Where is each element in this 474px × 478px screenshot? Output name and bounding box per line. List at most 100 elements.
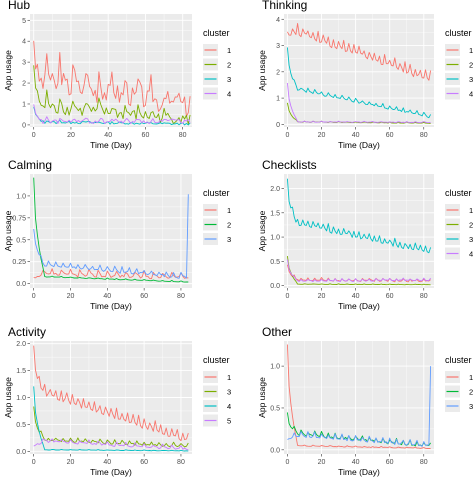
x-tick-label: 40 <box>103 293 111 300</box>
x-axis-label: Time (Day) <box>338 467 380 477</box>
y-tick-label: 0 <box>22 122 26 129</box>
series-line-2 <box>33 65 191 125</box>
panel-title: Calming <box>8 158 52 172</box>
x-tick-label: 80 <box>420 459 428 466</box>
y-tick-label: 1 <box>22 101 26 108</box>
panel-title: Other <box>262 325 292 339</box>
panel-title: Hub <box>8 0 30 12</box>
x-tick-label: 60 <box>386 132 394 139</box>
x-tick-label: 80 <box>177 459 185 466</box>
legend-label-3: 3 <box>227 235 231 244</box>
y-axis-label: App usage <box>257 50 267 91</box>
panel-checklists: Checklists 0 20 40 60 80 0.0 0.5 1.0 1.5 2.0 Time (… <box>257 158 473 311</box>
legend-label-1: 1 <box>227 373 231 382</box>
legend-title: cluster <box>203 355 230 365</box>
y-tick-label: 0.5 <box>270 259 280 266</box>
legend-title: cluster <box>203 28 230 38</box>
series-line-2 <box>286 256 431 286</box>
panel-title: Thinking <box>262 0 307 12</box>
legend-title: cluster <box>203 188 230 198</box>
x-axis-label: Time (Day) <box>338 301 380 311</box>
series-line-1 <box>33 345 189 442</box>
x-tick-label: 40 <box>104 132 112 139</box>
x-tick-label: 60 <box>142 132 150 139</box>
panel-hub: Hub 0 20 40 60 80 0 1 2 3 4 5 Time (Day) App usage clu… <box>3 0 231 150</box>
series-line-4 <box>286 259 431 283</box>
legend-label-3: 3 <box>227 75 231 84</box>
legend-label-2: 2 <box>469 221 473 230</box>
panel-background <box>30 174 192 288</box>
x-axis-label: Time (Day) <box>90 140 132 150</box>
x-tick-label: 20 <box>67 459 75 466</box>
legend-label-3: 3 <box>469 402 473 411</box>
y-tick-label: 0.0 <box>16 281 26 288</box>
series-line-3 <box>286 178 432 254</box>
x-tick-label: 80 <box>420 132 428 139</box>
x-tick-label: 20 <box>318 459 326 466</box>
y-tick-label: 1.5 <box>270 210 280 217</box>
legend-label-4: 4 <box>469 250 473 259</box>
panel-background <box>30 14 192 127</box>
series-line-3 <box>33 106 191 126</box>
y-tick-label: 5 <box>22 18 26 25</box>
legend-label-3: 3 <box>469 75 473 84</box>
y-tick-label: 0.25 <box>12 259 26 266</box>
x-tick-label: 60 <box>140 293 148 300</box>
y-tick-label: 0.5 <box>16 237 26 244</box>
y-axis-label: App usage <box>3 50 13 91</box>
panel-title: Activity <box>8 325 46 339</box>
y-tick-label: 4 <box>276 17 280 24</box>
legend-label-4: 4 <box>469 90 473 99</box>
x-tick-label: 20 <box>67 293 75 300</box>
y-axis-label: App usage <box>257 377 267 418</box>
x-tick-label: 40 <box>352 132 360 139</box>
legend-title: cluster <box>445 28 472 38</box>
panel-calming: Calming 0 20 40 60 80 0.0 0.25 0.5 0.75 1.0 Time (D… <box>3 158 231 311</box>
x-tick-label: 40 <box>352 459 360 466</box>
panel-background <box>284 174 434 288</box>
x-tick-label: 80 <box>420 293 428 300</box>
y-tick-label: 3 <box>276 43 280 50</box>
x-tick-label: 0 <box>32 459 36 466</box>
y-tick-label: 2.0 <box>270 186 280 193</box>
y-tick-label: 0.5 <box>16 422 26 429</box>
x-axis-label: Time (Day) <box>90 301 132 311</box>
y-tick-label: 0.0 <box>16 449 26 456</box>
x-axis-label: Time (Day) <box>90 467 132 477</box>
series-line-4 <box>286 82 431 124</box>
series-line-3 <box>286 47 432 119</box>
x-tick-label: 0 <box>32 132 36 139</box>
y-axis-label: App usage <box>3 377 13 418</box>
series-line-3 <box>33 194 189 279</box>
legend-label-2: 2 <box>227 221 231 230</box>
x-tick-label: 40 <box>352 293 360 300</box>
legend-label-1: 1 <box>227 46 231 55</box>
panel-thinking: Thinking 0 20 40 60 80 0 1 2 3 4 Time (Day) App usag… <box>257 0 473 150</box>
series-line-1 <box>286 344 431 449</box>
x-tick-label: 80 <box>177 293 185 300</box>
panel-title: Checklists <box>262 158 317 172</box>
legend-label-1: 1 <box>227 206 231 215</box>
y-axis-label: App usage <box>3 210 13 251</box>
series-line-5 <box>33 438 189 451</box>
x-tick-label: 40 <box>103 459 111 466</box>
x-tick-label: 20 <box>318 132 326 139</box>
y-tick-label: 1 <box>276 96 280 103</box>
legend-label-3: 3 <box>469 235 473 244</box>
y-tick-label: 1.5 <box>16 368 26 375</box>
x-tick-label: 0 <box>285 293 289 300</box>
y-tick-label: 2 <box>276 69 280 76</box>
x-tick-label: 20 <box>67 132 75 139</box>
y-tick-label: 0.0 <box>270 283 280 290</box>
legend-title: cluster <box>445 188 472 198</box>
legend-label-1: 1 <box>469 373 473 382</box>
y-tick-label: 4 <box>22 39 26 46</box>
y-tick-label: 3 <box>22 60 26 67</box>
legend-label-2: 2 <box>469 388 473 397</box>
y-tick-label: 1.0 <box>270 364 280 371</box>
series-line-2 <box>33 177 189 283</box>
legend-label-4: 4 <box>227 402 231 411</box>
x-tick-label: 60 <box>386 293 394 300</box>
series-line-1 <box>286 22 432 81</box>
